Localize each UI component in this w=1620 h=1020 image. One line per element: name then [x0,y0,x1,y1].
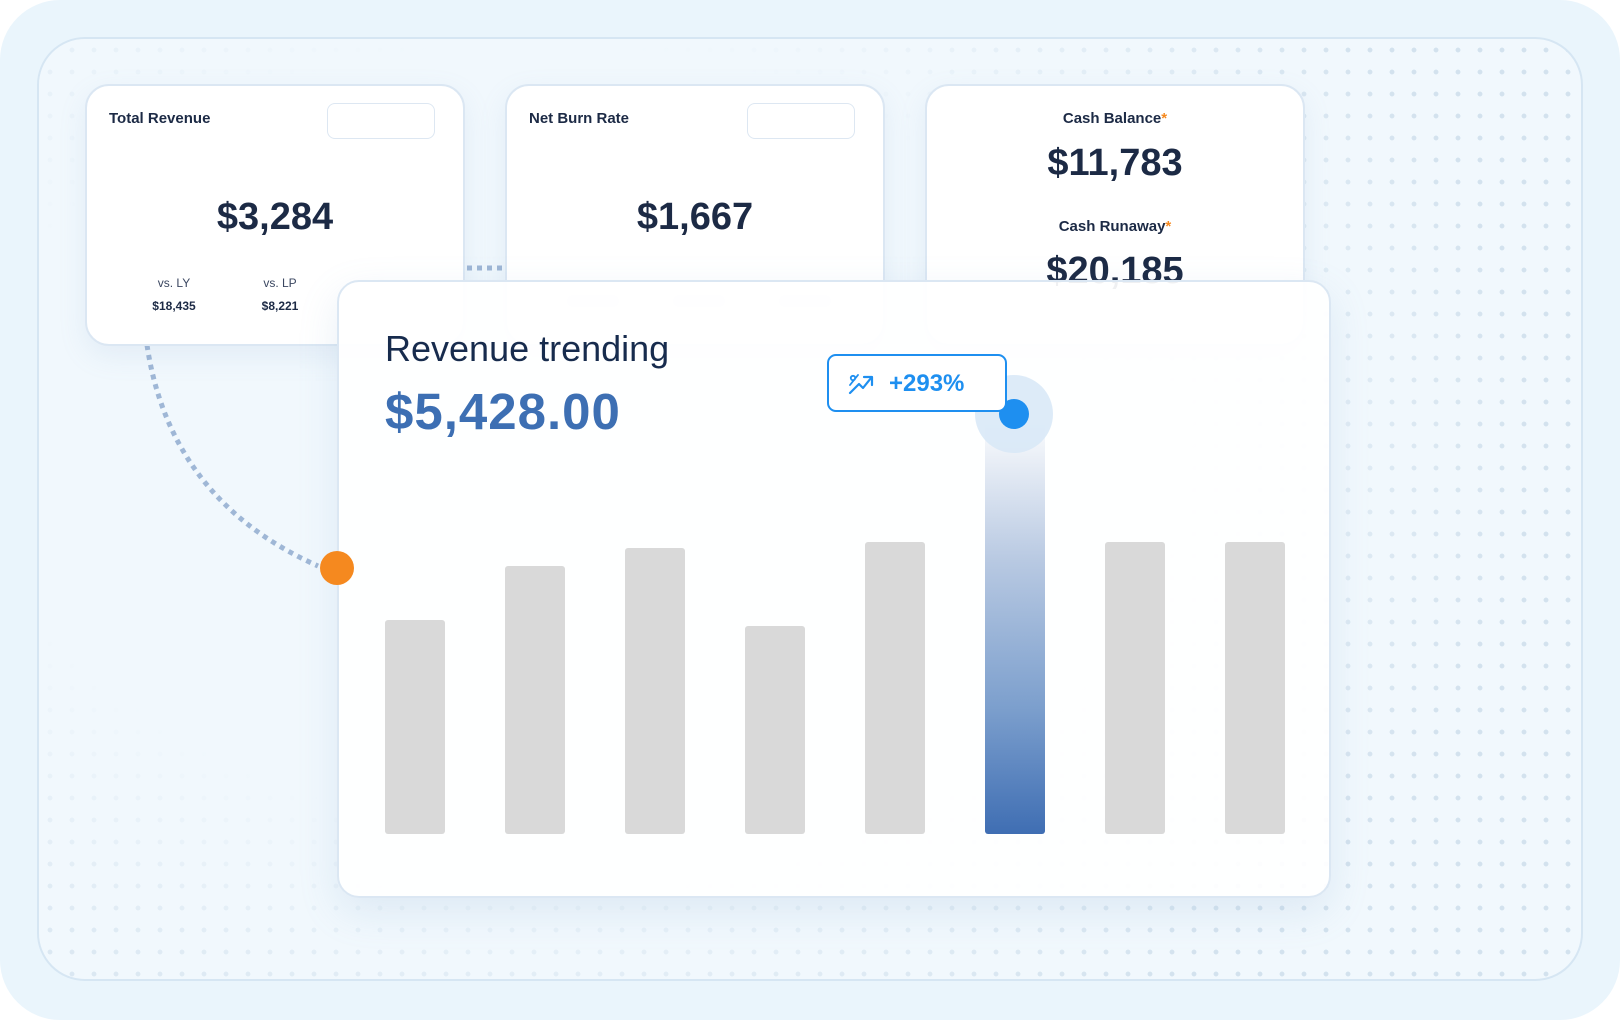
highlighted-revenue-bar[interactable] [985,414,1045,834]
comparison-value: $8,221 [261,299,299,313]
revenue-trending-value: $5,428.00 [385,383,621,440]
comparison-last-period: vs. LP $8,221 [230,276,330,313]
connector-point [320,551,354,585]
revenue-bar[interactable] [745,626,805,834]
period-select[interactable] [747,103,855,139]
cash-runaway-label: Cash Runaway [1058,218,1166,235]
cash-runaway-heading: Cash Runaway* [927,218,1303,235]
revenue-bar[interactable] [1225,542,1285,834]
total-revenue-value: $3,284 [216,196,334,238]
cash-balance-value: $11,783 [1047,142,1183,184]
net-burn-rate-label: Net Burn Rate [529,110,630,127]
comparison-label: vs. LP [263,276,297,290]
cash-balance-heading: Cash Balance* [927,110,1303,127]
revenue-bar[interactable] [625,548,685,834]
net-burn-rate-value: $1,667 [636,196,754,238]
comparison-label: vs. LY [157,276,191,290]
revenue-bar[interactable] [1105,542,1165,834]
total-revenue-card: Total Revenue $3,284 vs. LY $18,435 vs. … [85,84,465,346]
revenue-bar[interactable] [385,620,445,834]
required-marker: * [1165,218,1172,235]
revenue-trending-title: Revenue trending [385,328,670,369]
growth-badge: +293% [827,354,1007,412]
trend-up-icon [848,374,874,395]
revenue-bar[interactable] [865,542,925,834]
total-revenue-label: Total Revenue [109,110,211,127]
growth-badge-text: +293% [889,370,965,397]
required-marker: * [1161,110,1168,127]
cash-balance-label: Cash Balance [1062,110,1162,127]
revenue-bar[interactable] [505,566,565,834]
comparison-value: $18,435 [152,299,196,313]
period-select[interactable] [327,103,435,139]
comparison-last-year: vs. LY $18,435 [124,276,224,313]
